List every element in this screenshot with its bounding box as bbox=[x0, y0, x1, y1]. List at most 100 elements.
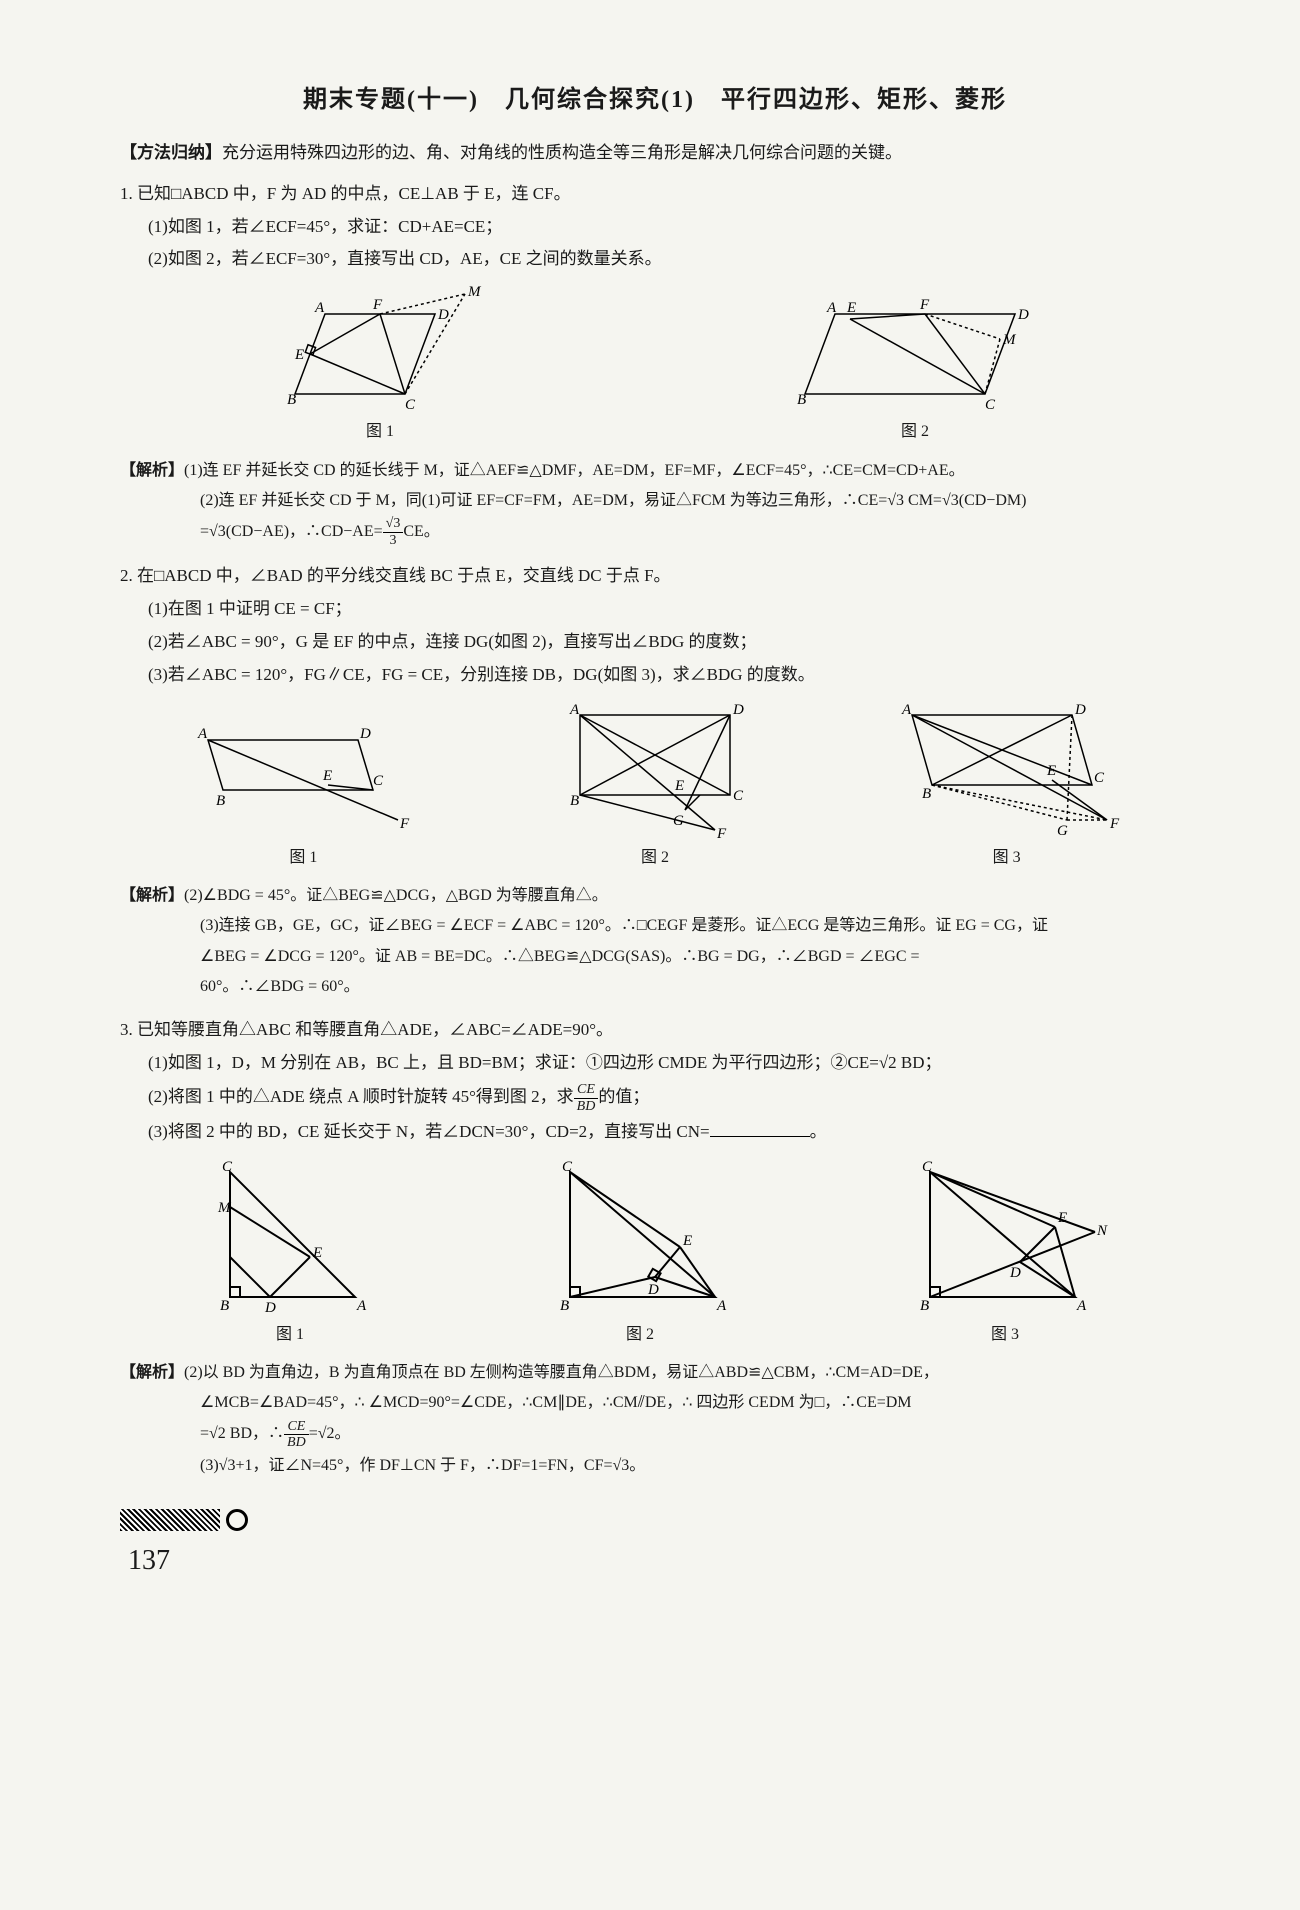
p2-stem: 2. 在□ABCD 中，∠BAD 的平分线交直线 BC 于点 E，交直线 DC … bbox=[120, 562, 1190, 591]
p2-sol3c: 60°。∴∠BDG = 60°。 bbox=[120, 978, 360, 995]
svg-text:E: E bbox=[1046, 763, 1056, 779]
page-title: 期末专题(十一) 几何综合探究(1) 平行四边形、矩形、菱形 bbox=[120, 80, 1190, 121]
svg-text:D: D bbox=[647, 1282, 659, 1298]
p1-fig2-label: 图 2 bbox=[785, 418, 1045, 445]
p3-sol2a: (2)以 BD 为直角边，B 为直角顶点在 BD 左侧构造等腰直角△BDM，易证… bbox=[184, 1364, 939, 1381]
svg-text:E: E bbox=[1057, 1210, 1067, 1226]
p2-sol2: (2)∠BDG = 45°。证△BEG≌△DCG，△BGD 为等腰直角△。 bbox=[184, 887, 608, 904]
p2-sol-tag: 【解析】 bbox=[120, 887, 184, 904]
p2-figure-3: AD BE CG F 图 3 bbox=[892, 700, 1122, 871]
svg-text:A: A bbox=[716, 1298, 727, 1314]
svg-text:A: A bbox=[569, 702, 580, 718]
p2-fig2-svg: AD BE CG F bbox=[555, 700, 755, 840]
svg-text:A: A bbox=[826, 300, 837, 316]
p3-q2a: (2)将图 1 中的△ADE 绕点 A 顺时针旋转 45°得到图 2，求 bbox=[148, 1087, 574, 1106]
p1-figure-2: AEF DM BC 图 2 bbox=[785, 284, 1045, 445]
svg-text:C: C bbox=[733, 788, 744, 804]
p3-figure-3: C E N B D A 图 3 bbox=[900, 1157, 1110, 1348]
p1-figures: AFD EBC M 图 1 AEF DM bbox=[120, 284, 1190, 445]
p3-q1: (1)如图 1，D，M 分别在 AB，BC 上，且 BD=BM；求证：①四边形 … bbox=[120, 1049, 1190, 1078]
p2-fig2-label: 图 2 bbox=[555, 844, 755, 871]
svg-text:B: B bbox=[570, 793, 579, 809]
p2-solution: 【解析】(2)∠BDG = 45°。证△BEG≌△DCG，△BGD 为等腰直角△… bbox=[120, 881, 1190, 1003]
p1-figure-1: AFD EBC M 图 1 bbox=[265, 284, 495, 445]
method-note: 【方法归纳】充分运用特殊四边形的边、角、对角线的性质构造全等三角形是解决几何综合… bbox=[120, 139, 1190, 168]
p2-figure-1: AD BE CF 图 1 bbox=[188, 720, 418, 871]
svg-text:C: C bbox=[405, 397, 416, 413]
p3-sol2b: ∠MCB=∠BAD=45°，∴ ∠MCD=90°=∠CDE，∴CM∥DE，∴CM… bbox=[120, 1394, 912, 1411]
p1-stem: 1. 已知□ABCD 中，F 为 AD 的中点，CE⊥AB 于 E，连 CF。 bbox=[120, 180, 1190, 209]
svg-text:F: F bbox=[919, 297, 930, 313]
svg-text:D: D bbox=[1074, 702, 1086, 718]
svg-text:C: C bbox=[373, 773, 384, 789]
svg-text:B: B bbox=[220, 1298, 229, 1314]
svg-text:E: E bbox=[312, 1245, 322, 1261]
svg-text:N: N bbox=[1096, 1223, 1108, 1239]
blank-answer bbox=[710, 1120, 810, 1137]
svg-text:M: M bbox=[1002, 332, 1017, 348]
p2-sol3b: ∠BEG = ∠DCG = 120°。证 AB = BE=DC。∴△BEG≌△D… bbox=[120, 948, 920, 965]
p3-solution: 【解析】(2)以 BD 为直角边，B 为直角顶点在 BD 左侧构造等腰直角△BD… bbox=[120, 1358, 1190, 1481]
p2-fig3-label: 图 3 bbox=[892, 844, 1122, 871]
p3-q3b: 。 bbox=[810, 1122, 827, 1141]
svg-text:E: E bbox=[682, 1233, 692, 1249]
svg-text:A: A bbox=[901, 702, 912, 718]
svg-text:C: C bbox=[985, 397, 996, 413]
svg-text:C: C bbox=[922, 1159, 933, 1175]
method-tag: 【方法归纳】 bbox=[120, 143, 222, 162]
p3-fig2-label: 图 2 bbox=[540, 1321, 740, 1348]
svg-text:E: E bbox=[322, 768, 332, 784]
p2-q2: (2)若∠ABC = 90°，G 是 EF 的中点，连接 DG(如图 2)，直接… bbox=[120, 628, 1190, 657]
svg-text:A: A bbox=[356, 1298, 367, 1314]
p3-fig2-svg: C E B D A bbox=[540, 1157, 740, 1317]
p1-q2: (2)如图 2，若∠ECF=30°，直接写出 CD，AE，CE 之间的数量关系。 bbox=[120, 245, 1190, 274]
svg-text:G: G bbox=[1057, 823, 1068, 839]
svg-text:D: D bbox=[1017, 307, 1029, 323]
p2-q3: (3)若∠ABC = 120°，FG∥CE，FG = CE，分别连接 DB，DG… bbox=[120, 661, 1190, 690]
p1-frac: √33 bbox=[383, 516, 404, 548]
p3-stem: 3. 已知等腰直角△ABC 和等腰直角△ADE，∠ABC=∠ADE=90°。 bbox=[120, 1016, 1190, 1045]
svg-text:C: C bbox=[562, 1159, 573, 1175]
svg-text:E: E bbox=[294, 347, 304, 363]
svg-text:F: F bbox=[716, 826, 727, 840]
p3-figure-1: CM EB DA 图 1 bbox=[200, 1157, 380, 1348]
problem-3: 3. 已知等腰直角△ABC 和等腰直角△ADE，∠ABC=∠ADE=90°。 (… bbox=[120, 1016, 1190, 1348]
problem-2: 2. 在□ABCD 中，∠BAD 的平分线交直线 BC 于点 E，交直线 DC … bbox=[120, 562, 1190, 871]
problem-1: 1. 已知□ABCD 中，F 为 AD 的中点，CE⊥AB 于 E，连 CF。 … bbox=[120, 180, 1190, 446]
p3-q2-wrap: (2)将图 1 中的△ADE 绕点 A 顺时针旋转 45°得到图 2，求CEBD… bbox=[120, 1082, 1190, 1114]
svg-text:M: M bbox=[467, 284, 482, 300]
svg-text:B: B bbox=[560, 1298, 569, 1314]
svg-text:C: C bbox=[1094, 770, 1105, 786]
p3-fig1-svg: CM EB DA bbox=[200, 1157, 380, 1317]
svg-text:A: A bbox=[197, 726, 208, 742]
svg-text:A: A bbox=[1076, 1298, 1087, 1314]
svg-text:B: B bbox=[797, 392, 806, 408]
svg-text:B: B bbox=[216, 793, 225, 809]
p2-sol3a: (3)连接 GB，GE，GC，证∠BEG = ∠ECF = ∠ABC = 120… bbox=[120, 917, 1048, 934]
p3-sol3: (3)√3+1，证∠N=45°，作 DF⊥CN 于 F，∴DF=1=FN，CF=… bbox=[120, 1457, 645, 1474]
p2-figures: AD BE CF 图 1 AD B bbox=[120, 700, 1190, 871]
method-text: 充分运用特殊四边形的边、角、对角线的性质构造全等三角形是解决几何综合问题的关键。 bbox=[222, 143, 902, 162]
svg-text:C: C bbox=[222, 1159, 233, 1175]
svg-text:M: M bbox=[217, 1200, 232, 1216]
p3-q2-frac: CEBD bbox=[574, 1082, 599, 1114]
p3-sol-frac: CEBD bbox=[284, 1419, 309, 1451]
p3-sol-tag: 【解析】 bbox=[120, 1364, 184, 1381]
svg-text:B: B bbox=[920, 1298, 929, 1314]
p1-solution: 【解析】(1)连 EF 并延长交 CD 的延长线于 M，证△AEF≌△DMF，A… bbox=[120, 456, 1190, 549]
svg-text:B: B bbox=[287, 392, 296, 408]
p2-fig3-svg: AD BE CG F bbox=[892, 700, 1122, 840]
p1-fig2-svg: AEF DM BC bbox=[785, 284, 1045, 414]
p3-q3-wrap: (3)将图 2 中的 BD，CE 延长交于 N，若∠DCN=30°，CD=2，直… bbox=[120, 1118, 1190, 1147]
p3-sol2c: =√2 BD，∴ bbox=[200, 1425, 284, 1442]
svg-text:B: B bbox=[922, 786, 931, 802]
footer-decoration-circle bbox=[226, 1509, 248, 1531]
p3-figures: CM EB DA 图 1 CE bbox=[120, 1157, 1190, 1348]
p2-q1: (1)在图 1 中证明 CE = CF； bbox=[120, 595, 1190, 624]
svg-text:D: D bbox=[1009, 1265, 1021, 1281]
svg-text:D: D bbox=[359, 726, 371, 742]
p1-sol-tag: 【解析】 bbox=[120, 462, 184, 479]
p3-fig3-label: 图 3 bbox=[900, 1321, 1110, 1348]
p1-fig1-svg: AFD EBC M bbox=[265, 284, 495, 414]
svg-text:A: A bbox=[314, 300, 325, 316]
